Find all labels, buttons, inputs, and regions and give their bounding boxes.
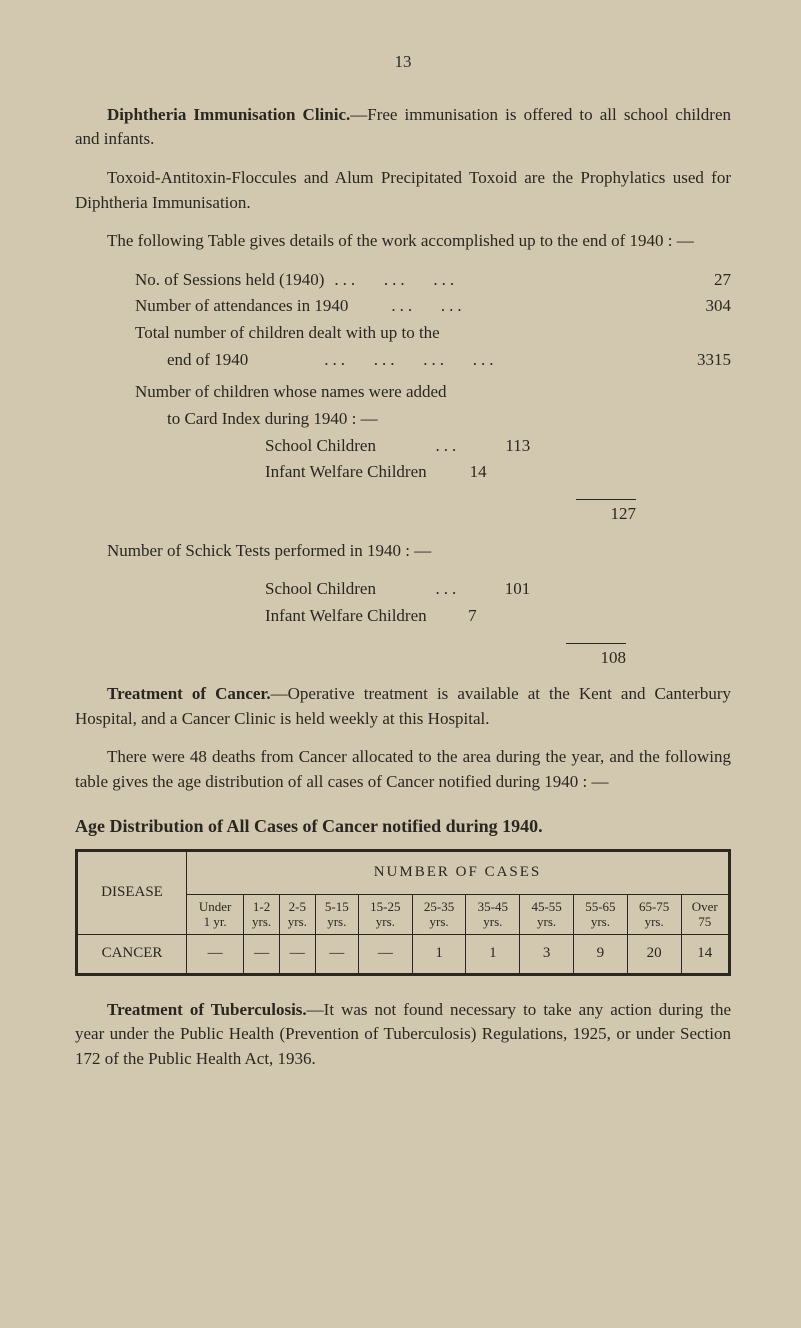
dots: ... ... ... ... xyxy=(248,348,507,373)
th-cases: NUMBER OF CASES xyxy=(187,850,730,894)
sub-label: School Children xyxy=(265,577,376,602)
age-col: 25-35yrs. xyxy=(412,894,466,934)
th-disease: DISEASE xyxy=(77,850,187,934)
age-col: 5-15yrs. xyxy=(315,894,358,934)
age-col: 1-2yrs. xyxy=(244,894,280,934)
table-title: Age Distribution of All Cases of Cancer … xyxy=(75,813,731,839)
heading-cancer: Treatment of Cancer. xyxy=(107,684,271,703)
stat-label: No. of Sessions held (1940) xyxy=(135,268,324,293)
sub-label: Infant Welfare Children xyxy=(265,460,427,485)
sub-label: Infant Welfare Children xyxy=(265,604,427,629)
sub-value: 7 xyxy=(427,604,477,629)
cell: 20 xyxy=(627,934,681,974)
para-tuberculosis: Treatment of Tuberculosis.—It was not fo… xyxy=(75,998,731,1072)
age-col: 2-5yrs. xyxy=(279,894,315,934)
cancer-table: DISEASE NUMBER OF CASES Under1 yr. 1-2yr… xyxy=(75,849,731,976)
age-col: 45-55yrs. xyxy=(520,894,574,934)
para-cancer-deaths: There were 48 deaths from Cancer allocat… xyxy=(75,745,731,794)
heading-diphtheria: Diphtheria Immunisation Clinic. xyxy=(107,105,350,124)
stat-label-cont: end of 1940 xyxy=(135,348,248,373)
stat-label-cont: to Card Index during 1940 : — xyxy=(135,407,378,432)
age-col: 65-75yrs. xyxy=(627,894,681,934)
dots: ... ... xyxy=(348,294,475,319)
page-number: 13 xyxy=(75,50,731,75)
dots: ... ... ... xyxy=(324,268,468,293)
cell: 1 xyxy=(466,934,520,974)
stat-label: Number of children whose names were adde… xyxy=(135,380,447,405)
cell: 3 xyxy=(520,934,574,974)
subtotal-value: 127 xyxy=(576,499,636,527)
age-col: 55-65yrs. xyxy=(574,894,628,934)
cell: 14 xyxy=(681,934,729,974)
cell: — xyxy=(244,934,280,974)
sub-label: School Children xyxy=(265,434,376,459)
cell: — xyxy=(358,934,412,974)
stat-value: 3315 xyxy=(681,348,731,373)
stat-value: 27 xyxy=(681,268,731,293)
row-label: CANCER xyxy=(77,934,187,974)
age-col: 15-25yrs. xyxy=(358,894,412,934)
sub-value: 101 xyxy=(470,577,530,602)
dots: ... xyxy=(376,434,470,459)
stats-block: No. of Sessions held (1940) ... ... ... … xyxy=(75,268,731,485)
subtotal-value: 108 xyxy=(566,643,626,671)
cell: 1 xyxy=(412,934,466,974)
para-cancer-treatment: Treatment of Cancer.—Operative treatment… xyxy=(75,682,731,731)
stat-value: 304 xyxy=(681,294,731,319)
stat-label: Total number of children dealt with up t… xyxy=(135,321,440,346)
heading-tuberculosis: Treatment of Tuberculosis. xyxy=(107,1000,307,1019)
age-col: 35-45yrs. xyxy=(466,894,520,934)
age-col: Over75 xyxy=(681,894,729,934)
cell: — xyxy=(279,934,315,974)
para-diphtheria: Diphtheria Immunisation Clinic.—Free imm… xyxy=(75,103,731,152)
subtotal-row: 108 xyxy=(75,643,731,671)
para-toxoid: Toxoid-Antitoxin-Floccules and Alum Prec… xyxy=(75,166,731,215)
para-schick: Number of Schick Tests performed in 1940… xyxy=(75,539,731,564)
subtotal-row: 127 xyxy=(75,499,731,527)
sub-value: 14 xyxy=(427,460,487,485)
dots: ... xyxy=(376,577,470,602)
schick-block: School Children ... 101 Infant Welfare C… xyxy=(75,577,731,628)
cell: 9 xyxy=(574,934,628,974)
table-row: CANCER — — — — — 1 1 3 9 20 14 xyxy=(77,934,730,974)
sub-value: 113 xyxy=(470,434,530,459)
cell: — xyxy=(315,934,358,974)
stat-label: Number of attendances in 1940 xyxy=(135,294,348,319)
para-table-intro: The following Table gives details of the… xyxy=(75,229,731,254)
age-col: Under1 yr. xyxy=(187,894,244,934)
cell: — xyxy=(187,934,244,974)
